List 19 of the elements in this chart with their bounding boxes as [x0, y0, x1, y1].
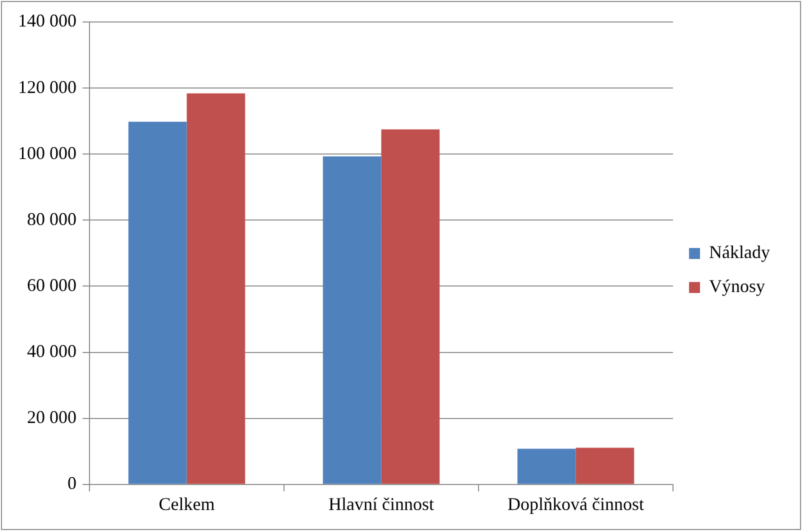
x-tick-label: Hlavní činnost — [328, 494, 434, 514]
x-tick-label: Doplňková činnost — [508, 494, 644, 514]
y-tick-label: 100 000 — [18, 142, 76, 163]
bar — [381, 129, 440, 484]
y-tick-label: 140 000 — [18, 10, 76, 31]
bar — [322, 156, 382, 484]
bar — [576, 448, 634, 484]
legend-label: Výnosy — [709, 276, 766, 296]
bar — [517, 448, 576, 484]
y-tick-label: 0 — [68, 473, 76, 494]
y-tick-label: 20 000 — [27, 407, 76, 428]
y-tick-label: 60 000 — [27, 274, 76, 295]
x-tick-label: Celkem — [158, 494, 215, 514]
legend-label: Náklady — [709, 242, 770, 262]
bar — [186, 93, 246, 484]
bar — [128, 122, 187, 484]
y-tick-label: 120 000 — [18, 76, 76, 97]
y-tick-label: 80 000 — [27, 208, 76, 229]
y-tick-label: 40 000 — [27, 341, 76, 362]
